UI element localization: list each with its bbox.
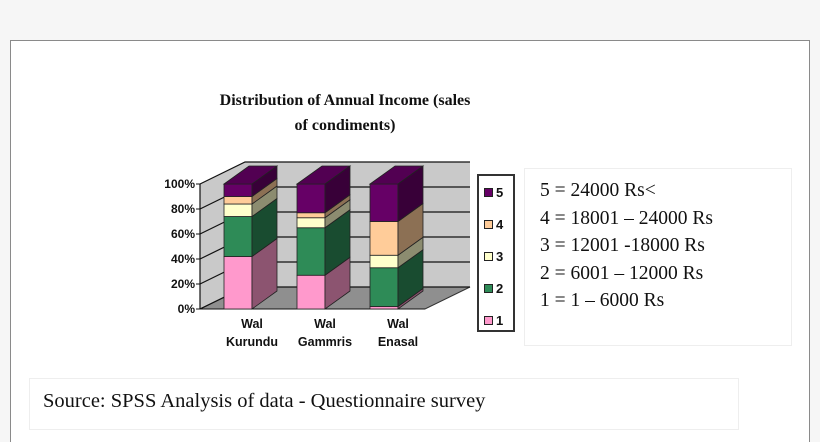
legend-label: 4 xyxy=(496,216,504,232)
bar-2-series-2 xyxy=(296,227,326,276)
bar-1-series-3 xyxy=(223,203,253,217)
legend-item-2: 2 xyxy=(484,280,503,296)
legend-swatch xyxy=(484,187,493,197)
x-tick-label-2-1: Wal xyxy=(314,317,336,331)
bar-2-series-3 xyxy=(296,217,326,229)
y-tick-label: 0% xyxy=(178,302,196,316)
y-tick-label: 40% xyxy=(171,252,195,266)
x-tick-label-1-1: Wal xyxy=(241,317,263,331)
bar-2-series-4 xyxy=(296,212,326,219)
bar-3-top xyxy=(368,165,425,185)
chart-legend: 5 4 3 2 1 xyxy=(477,174,515,332)
bar-1-series-1 xyxy=(223,256,253,310)
chart-title: Distribution of Annual Income (sales of … xyxy=(150,88,540,138)
income-code-3: 3 = 12001 -18000 Rs xyxy=(540,235,705,256)
x-tick-label-1-2: Kurundu xyxy=(226,335,278,349)
bar-2-series-5 xyxy=(296,183,326,214)
legend-swatch xyxy=(484,283,493,293)
legend-label: 5 xyxy=(496,184,504,200)
bar-1-top xyxy=(222,165,279,185)
chart-title-line-2: of condiments) xyxy=(294,117,396,134)
gridline xyxy=(199,161,470,185)
legend-item-1: 1 xyxy=(484,312,503,328)
bar-2-top xyxy=(295,165,352,185)
source-note: Source: SPSS Analysis of data - Question… xyxy=(29,378,739,430)
x-tick-label-2-2: Gammris xyxy=(298,335,352,349)
bar-3-series-2 xyxy=(369,267,399,307)
bar-3-series-5 xyxy=(369,183,399,222)
legend-swatch xyxy=(484,219,493,229)
income-code-5: 5 = 24000 Rs< xyxy=(540,180,656,201)
y-tick-label: 60% xyxy=(171,227,195,241)
income-code-1: 1 = 1 – 6000 Rs xyxy=(540,290,665,311)
legend-label: 2 xyxy=(496,280,504,296)
legend-label: 3 xyxy=(496,248,504,264)
legend-item-4: 4 xyxy=(484,216,503,232)
legend-swatch xyxy=(484,315,493,325)
income-code-4: 4 = 18001 – 24000 Rs xyxy=(540,207,713,229)
y-tick-label: 20% xyxy=(171,277,195,291)
bar-3-series-3 xyxy=(369,254,399,269)
bar-1-series-4 xyxy=(223,196,253,205)
legend-item-3: 3 xyxy=(484,248,503,264)
income-code-box: 5 = 24000 Rs< 4 = 18001 – 24000 Rs 3 = 1… xyxy=(524,168,792,346)
legend-item-5: 5 xyxy=(484,184,503,200)
bar-1-series-5 xyxy=(223,183,253,197)
legend-label: 1 xyxy=(496,312,504,328)
bar-1-series-2 xyxy=(223,216,253,257)
bar-3-series-4 xyxy=(369,221,399,256)
y-tick-label: 80% xyxy=(171,202,195,216)
x-tick-label-3-1: Wal xyxy=(387,317,409,331)
income-code-2: 2 = 6001 – 12000 Rs xyxy=(540,262,704,284)
x-tick-label-3-2: Enasal xyxy=(378,335,418,349)
y-tick-label: 100% xyxy=(164,177,195,191)
legend-swatch xyxy=(484,251,493,261)
bar-2-series-1 xyxy=(296,274,326,310)
chart-title-line-1: Distribution of Annual Income (sales xyxy=(219,92,471,109)
